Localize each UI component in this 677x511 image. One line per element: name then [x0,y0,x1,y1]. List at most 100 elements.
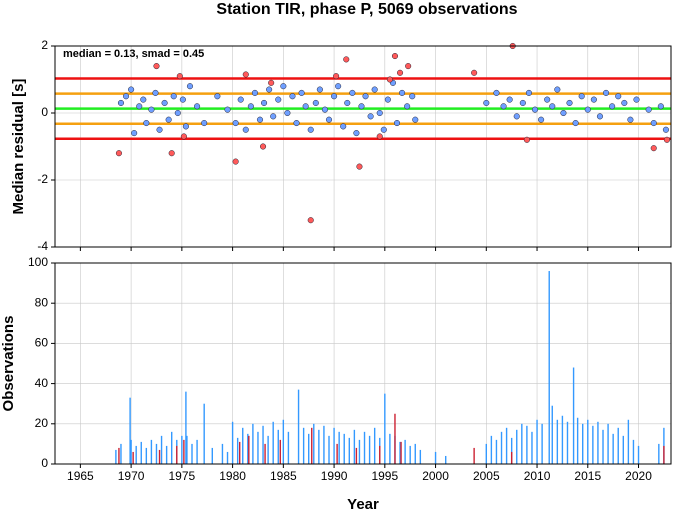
data-point [256,116,264,123]
bar [348,437,350,464]
bar [592,425,594,464]
data-point [343,56,350,63]
bar [155,443,158,464]
data-point [247,103,254,110]
data-point [179,96,186,103]
y-tick-label: 0 [41,456,48,470]
y-tick-label: 80 [35,295,49,309]
y-tick-label: 60 [35,336,49,350]
y-tick-label: 0 [41,105,48,119]
bar [120,443,122,464]
data-point [554,86,561,93]
bar [612,433,614,464]
data-point [170,93,177,100]
bar [521,423,523,464]
bar [282,419,285,464]
annotation: median = 0.13, smad = 0.45 [63,48,204,60]
bar [384,393,386,464]
data-point [298,89,305,96]
bar [637,445,640,464]
bar [302,427,305,464]
data-point [391,53,399,60]
bar [572,367,575,464]
data-point [140,96,147,103]
data-point [506,96,513,103]
bar [505,427,508,464]
data-point [307,217,314,224]
data-point [214,93,221,100]
bar [130,439,132,464]
bar [242,427,244,464]
data-point [251,89,258,96]
bar [118,447,120,464]
data-point [609,103,616,110]
bar [257,431,259,464]
bar [248,435,250,464]
bar [183,439,185,464]
data-point [289,93,296,100]
x-tick-label: 1995 [371,469,398,483]
bar [510,451,513,464]
data-point [358,103,365,110]
bar [389,433,391,464]
data-point [615,93,622,100]
bar [587,419,589,464]
data-point [115,150,122,157]
data-point [148,106,155,113]
data-point [650,145,657,152]
bar [338,431,340,464]
data-point [380,126,387,133]
data-point [270,113,277,120]
y-axis-title: Observations [0,316,17,412]
bar [252,423,254,464]
data-point [538,116,545,123]
x-tick-label: 2005 [473,469,500,483]
plot-frame [54,262,672,465]
bar [311,427,313,464]
bar [140,441,142,464]
bar [663,445,665,464]
x-tick-label: 1985 [270,469,297,483]
data-point [531,106,539,113]
data-point [242,126,249,133]
y-tick-label: 100 [28,255,48,269]
bar [531,431,533,464]
bar [582,423,584,464]
bar [287,431,290,464]
data-point [657,103,664,110]
data-point [340,123,347,130]
data-point [409,93,416,100]
data-point [500,103,507,110]
data-point [367,113,374,120]
data-point [242,71,249,78]
bar [526,425,528,464]
data-point [284,109,291,117]
data-point [168,150,175,157]
data-point [663,136,670,143]
data-point [176,73,183,80]
data-point [182,123,189,130]
data-point [259,143,267,150]
data-point [232,158,239,165]
x-tick-label: 1965 [67,469,94,483]
data-point [156,126,163,133]
bar [536,419,538,464]
data-point [165,116,172,123]
bar [495,439,498,464]
bar [181,435,183,464]
data-point [201,120,208,127]
bar [221,443,224,464]
bar [115,449,117,464]
bar [500,431,503,464]
data-point [275,96,282,103]
x-tick-label: 2020 [625,469,652,483]
data-point [266,86,273,93]
bar [627,419,630,464]
bar [267,435,269,464]
bar [541,423,543,464]
data-point [335,83,342,90]
bar [561,415,564,464]
bar [135,445,137,464]
bar [186,435,188,464]
